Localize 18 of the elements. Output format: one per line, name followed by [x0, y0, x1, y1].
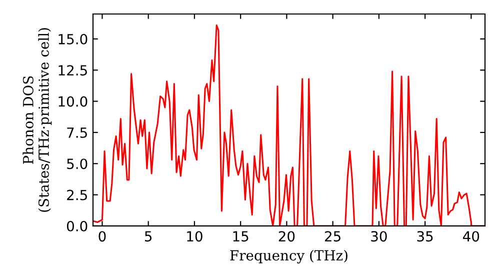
- x-tick-label: 10: [187, 231, 202, 242]
- x-tick-label: 40: [463, 231, 480, 242]
- y-axis-title: Phonon DOS (States/THz·primitive cell): [22, 28, 52, 212]
- y-tick-label: 10.0: [58, 96, 88, 107]
- y-tick-label: 5.0: [67, 158, 88, 170]
- x-tick-label: 0: [98, 231, 106, 242]
- x-tick-label: 15: [233, 231, 248, 242]
- x-axis-title: Frequency (THz): [230, 250, 348, 264]
- x-tick-label: 30: [371, 231, 387, 242]
- x-tick-label: 20: [278, 231, 295, 242]
- y-tick-label: 15.0: [58, 34, 88, 44]
- x-tick-label: 5: [144, 231, 152, 242]
- x-tick-label: 25: [324, 231, 340, 242]
- y-tick-label: 2.5: [67, 190, 87, 200]
- x-tick-label: 35: [417, 231, 433, 242]
- y-tick-label: 12.5: [58, 65, 87, 76]
- y-tick-label: 0.0: [66, 220, 88, 232]
- y-tick-label: 7.5: [67, 128, 87, 138]
